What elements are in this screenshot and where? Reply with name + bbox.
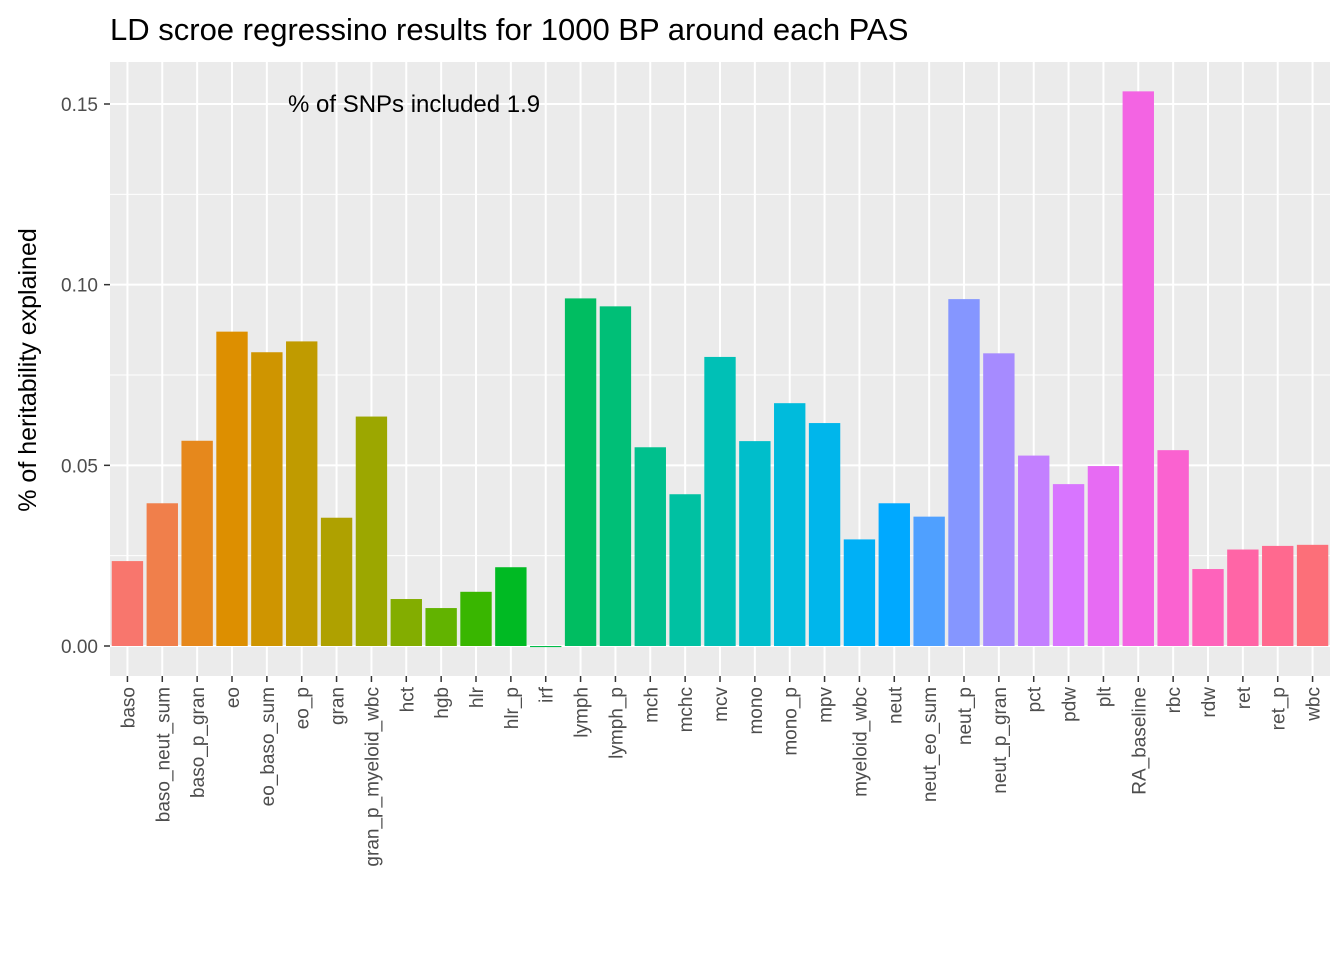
x-tick-label-pdw: pdw xyxy=(1060,687,1081,722)
bar-mono xyxy=(739,441,771,646)
x-tick-label-neut_p: neut_p xyxy=(955,687,976,745)
x-tick-label-eo: eo xyxy=(223,687,244,708)
bar-eo xyxy=(216,331,248,646)
x-tick-label-gran: gran xyxy=(328,687,349,725)
bar-lymph xyxy=(564,298,597,646)
x-tick-label-RA_baseline: RA_baseline xyxy=(1129,687,1150,795)
x-tick-label-mono: mono xyxy=(746,687,767,735)
x-tick-label-mch: mch xyxy=(641,687,662,723)
bar-ret_p xyxy=(1262,545,1294,646)
annotation-text: % of SNPs included 1.9 xyxy=(288,91,540,118)
bar-RA_baseline xyxy=(1122,91,1154,646)
bar-neut_eo_sum xyxy=(913,516,945,646)
x-tick-label-ret_p: ret_p xyxy=(1269,687,1290,730)
x-tick-label-pct: pct xyxy=(1025,686,1046,712)
bar-mpv xyxy=(808,423,841,646)
x-tick-label-mono_p: mono_p xyxy=(781,687,802,756)
bar-wbc xyxy=(1296,544,1329,646)
bar-pdw xyxy=(1052,484,1085,646)
bar-mcv xyxy=(704,356,736,646)
bar-irf xyxy=(530,646,562,648)
bar-neut_p_gran xyxy=(983,353,1015,646)
x-axis: baso baso_neut_sum baso_p_gran eo eo_baso_su… xyxy=(118,676,1325,867)
x-tick-label-rdw: rdw xyxy=(1199,687,1220,718)
y-tick-label: 0.15 xyxy=(61,95,98,116)
x-tick-label-mcv: mcv xyxy=(711,687,732,722)
bar-ret xyxy=(1227,549,1259,646)
x-tick-label-myeloid_wbc: myeloid_wbc xyxy=(850,687,871,797)
x-tick-label-eo_baso_sum: eo_baso_sum xyxy=(258,687,279,806)
y-axis-label: % of heritability explained xyxy=(14,228,42,512)
bar-hlr xyxy=(460,591,492,646)
bar-hgb xyxy=(425,608,457,646)
bar-hlr_p xyxy=(495,567,527,646)
y-tick-label: 0.10 xyxy=(61,276,98,297)
x-tick-label-mchc: mchc xyxy=(676,687,697,732)
x-tick-label-plt: plt xyxy=(1094,686,1115,707)
x-tick-label-rbc: rbc xyxy=(1164,687,1185,713)
bars xyxy=(111,91,1329,648)
x-tick-label-eo_p: eo_p xyxy=(293,687,314,729)
bar-mch xyxy=(634,447,666,646)
y-tick-label: 0.05 xyxy=(61,456,98,477)
bar-gran_p_myeloid_wbc xyxy=(355,416,388,646)
bar-pct xyxy=(1018,455,1050,646)
x-tick-label-wbc: wbc xyxy=(1304,687,1325,722)
x-tick-label-lymph_p: lymph_p xyxy=(606,687,627,759)
bar-gran xyxy=(320,517,353,646)
x-tick-label-mpv: mpv xyxy=(816,687,837,723)
bar-rdw xyxy=(1192,569,1224,646)
x-tick-label-neut: neut xyxy=(885,686,906,724)
x-tick-label-hct: hct xyxy=(397,686,418,712)
bar-eo_p xyxy=(286,341,318,646)
bar-baso_p_gran xyxy=(181,440,213,646)
x-tick-label-baso: baso xyxy=(118,687,139,728)
x-tick-label-neut_eo_sum: neut_eo_sum xyxy=(920,687,941,802)
x-tick-label-ret: ret xyxy=(1234,686,1255,709)
bar-mchc xyxy=(669,494,701,646)
bar-baso xyxy=(111,561,144,646)
x-tick-label-hlr: hlr xyxy=(467,686,488,708)
x-tick-label-baso_p_gran: baso_p_gran xyxy=(188,687,209,798)
x-tick-label-baso_neut_sum: baso_neut_sum xyxy=(153,687,174,822)
bar-plt xyxy=(1087,466,1120,646)
x-tick-label-lymph: lymph xyxy=(572,687,593,738)
y-tick-label: 0.00 xyxy=(61,637,98,658)
bar-myeloid_wbc xyxy=(843,539,876,646)
bar-eo_baso_sum xyxy=(251,352,283,646)
x-tick-label-hlr_p: hlr_p xyxy=(502,687,523,729)
bar-neut_p xyxy=(948,299,980,646)
bar-rbc xyxy=(1157,450,1189,646)
y-axis: 0.00 0.05 0.10 0.15 xyxy=(61,95,110,658)
bar-lymph_p xyxy=(599,306,632,646)
bar-baso_neut_sum xyxy=(146,503,178,646)
bar-hct xyxy=(390,599,422,646)
x-tick-label-gran_p_myeloid_wbc: gran_p_myeloid_wbc xyxy=(362,687,383,867)
chart-title: LD scroe regressino results for 1000 BP … xyxy=(110,12,908,47)
x-tick-label-hgb: hgb xyxy=(432,687,453,719)
bar-mono_p xyxy=(774,403,806,646)
bar-neut xyxy=(878,503,910,646)
x-tick-label-irf: irf xyxy=(537,686,558,703)
x-tick-label-neut_p_gran: neut_p_gran xyxy=(990,687,1011,794)
